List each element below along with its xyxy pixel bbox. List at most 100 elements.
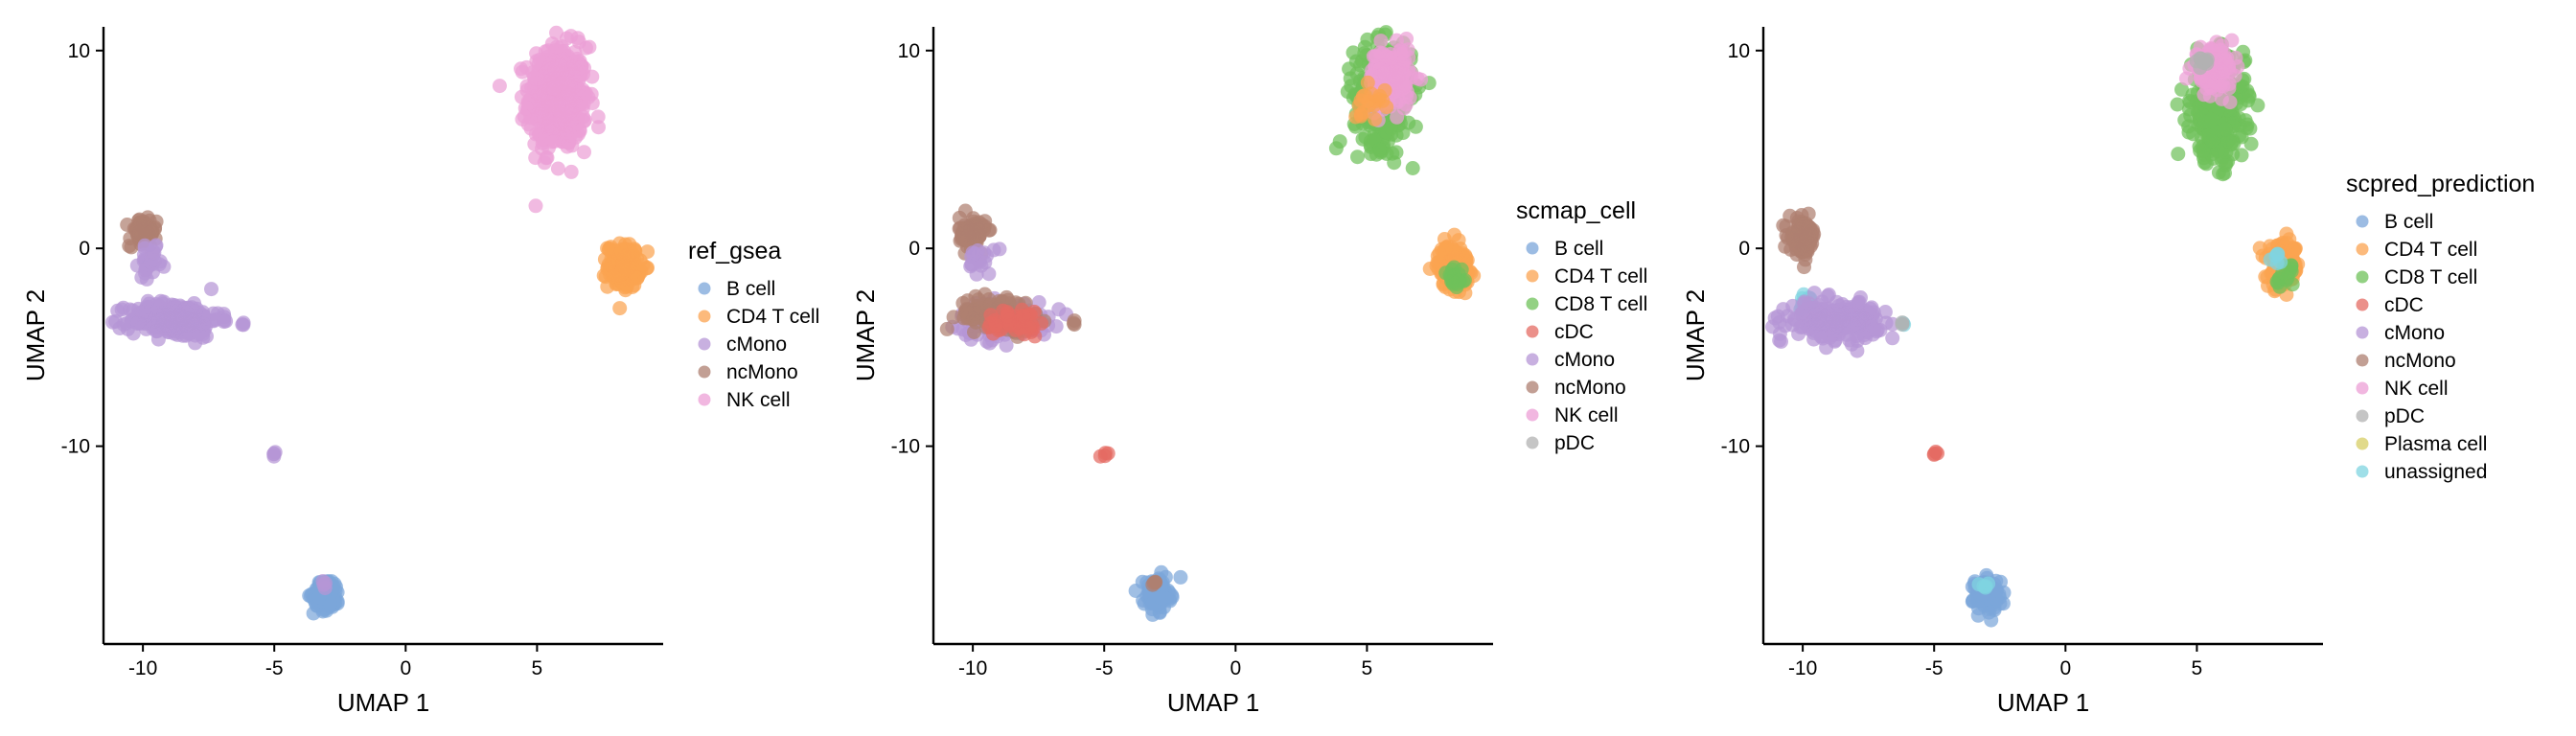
legend-label: cMono bbox=[1554, 349, 1615, 371]
point-cd8-t-cell bbox=[2174, 81, 2189, 97]
legend-swatch bbox=[1526, 436, 1539, 449]
point-cmono bbox=[167, 323, 182, 338]
point-nk-cell bbox=[528, 198, 543, 214]
point-nk-cell bbox=[1390, 89, 1405, 104]
legend-label: B cell bbox=[2384, 211, 2433, 233]
umap-panel-2: -10 -5 0 5 10 0 -10 UMAP 1 UMAP 2 scmap_cell B cel… bbox=[851, 25, 1647, 717]
point-nk-cell bbox=[557, 118, 571, 133]
legend-swatch bbox=[1526, 269, 1539, 283]
point-cd4-t-cell bbox=[601, 242, 616, 258]
point-ncmono bbox=[957, 203, 973, 218]
point-cmono bbox=[1774, 334, 1788, 349]
point-cmono bbox=[236, 315, 251, 331]
legend-swatch bbox=[698, 337, 711, 351]
point-nk-cell bbox=[492, 79, 507, 94]
legend-swatch bbox=[1526, 408, 1539, 422]
y-tick-label: 10 bbox=[1728, 40, 1750, 62]
point-nk-cell bbox=[2221, 60, 2236, 76]
point-cdc bbox=[1927, 446, 1943, 461]
point-ncmono bbox=[139, 227, 154, 242]
legend-label: CD8 T cell bbox=[1554, 293, 1647, 315]
point-ncmono bbox=[1067, 317, 1082, 333]
legend-label: cMono bbox=[2384, 322, 2445, 344]
legend-swatch bbox=[1526, 353, 1539, 366]
point-cd8-t-cell bbox=[2218, 122, 2233, 137]
point-cd8-t-cell bbox=[2190, 105, 2205, 121]
point-cd8-t-cell bbox=[2242, 121, 2258, 136]
point-cd8-t-cell bbox=[1346, 45, 1361, 60]
point-cd8-t-cell bbox=[2171, 147, 2186, 162]
legend-swatch bbox=[2356, 242, 2369, 256]
point-nk-cell bbox=[1396, 66, 1412, 81]
y-tick-label: 0 bbox=[79, 238, 90, 260]
point-nk-cell bbox=[582, 39, 597, 55]
point-cd8-t-cell bbox=[1350, 150, 1365, 165]
point-pdc bbox=[1895, 315, 1910, 331]
legend-label: cMono bbox=[726, 334, 787, 356]
legend-label: cDC bbox=[2384, 294, 2424, 316]
legend-swatch bbox=[2356, 381, 2369, 395]
scatter-points bbox=[939, 25, 1482, 622]
point-ncmono bbox=[1798, 252, 1813, 267]
x-tick-label: -10 bbox=[1788, 657, 1817, 679]
point-cmono bbox=[315, 574, 331, 588]
legend-label: ncMono bbox=[726, 361, 798, 383]
legend-label: NK cell bbox=[2384, 378, 2449, 400]
point-cmono bbox=[1867, 322, 1882, 337]
point-cmono bbox=[179, 305, 195, 320]
point-cmono bbox=[999, 337, 1014, 353]
point-cd8-t-cell bbox=[1389, 145, 1404, 160]
point-cmono bbox=[1831, 315, 1847, 331]
point-ncmono bbox=[978, 214, 993, 229]
point-cd8-t-cell bbox=[2196, 143, 2211, 158]
point-nk-cell bbox=[591, 120, 606, 135]
point-ncmono bbox=[973, 300, 988, 315]
point-cmono bbox=[1811, 312, 1827, 328]
point-cd4-t-cell bbox=[1447, 227, 1462, 242]
x-tick-label: 0 bbox=[400, 657, 411, 679]
legend-swatch bbox=[698, 393, 711, 406]
point-nk-cell bbox=[549, 25, 564, 40]
legend-label: CD8 T cell bbox=[2384, 266, 2477, 288]
point-nk-cell bbox=[553, 58, 568, 73]
legend: ref_gsea B cell CD4 T cell cMono ncMono NK ce… bbox=[688, 238, 819, 411]
point-nk-cell bbox=[577, 113, 592, 127]
legend-title: scpred_prediction bbox=[2346, 171, 2535, 197]
point-cd4-t-cell bbox=[605, 268, 620, 284]
point-ncmono bbox=[1799, 231, 1814, 245]
point-cmono bbox=[1819, 302, 1834, 317]
point-nk-cell bbox=[2202, 88, 2218, 104]
point-cd8-t-cell bbox=[1451, 273, 1466, 288]
y-tick-label: -10 bbox=[891, 436, 920, 458]
point-nk-cell bbox=[529, 107, 544, 123]
point-nk-cell bbox=[2222, 95, 2238, 110]
point-cmono bbox=[153, 293, 169, 309]
legend-label: NK cell bbox=[726, 389, 791, 411]
point-cd8-t-cell bbox=[2242, 89, 2257, 104]
point-nk-cell bbox=[2213, 79, 2228, 94]
legend-swatch bbox=[1526, 242, 1539, 255]
point-nk-cell bbox=[555, 76, 570, 91]
legend-swatch bbox=[2356, 409, 2369, 423]
point-cmono bbox=[1784, 317, 1800, 333]
point-cmono bbox=[979, 248, 995, 264]
point-cmono bbox=[140, 293, 155, 309]
scatter-points bbox=[1765, 33, 2306, 628]
point-cmono bbox=[218, 313, 234, 329]
point-cdc bbox=[1100, 446, 1116, 461]
point-nk-cell bbox=[533, 88, 548, 104]
point-cd8-t-cell bbox=[2204, 133, 2220, 149]
legend-label: unassigned bbox=[2384, 461, 2487, 483]
point-nk-cell bbox=[550, 161, 565, 176]
point-cdc bbox=[1002, 316, 1017, 332]
y-tick-label: -10 bbox=[61, 436, 90, 458]
point-cd8-t-cell bbox=[1372, 142, 1388, 157]
point-cd8-t-cell bbox=[1355, 131, 1370, 147]
legend: scpred_prediction B cell CD4 T cell CD8 T c… bbox=[2346, 171, 2535, 483]
point-nk-cell bbox=[577, 145, 591, 160]
y-axis-title: UMAP 2 bbox=[21, 289, 50, 381]
point-b-cell bbox=[306, 606, 321, 621]
point-nk-cell bbox=[1396, 101, 1412, 116]
legend-title: ref_gsea bbox=[688, 238, 781, 264]
